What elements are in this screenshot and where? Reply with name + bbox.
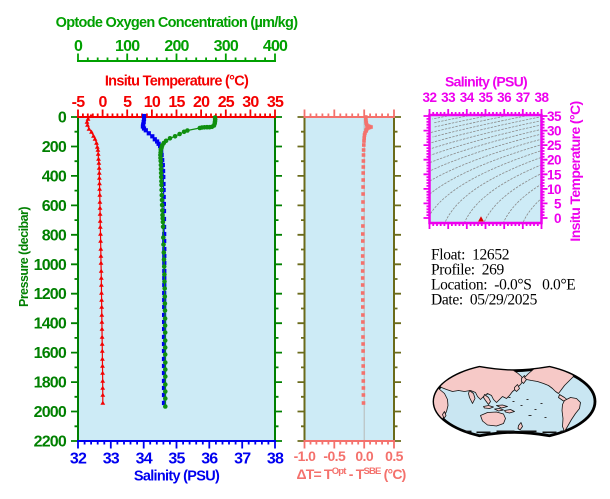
svg-text:25: 25 <box>547 138 562 153</box>
svg-text:0.0: 0.0 <box>355 448 373 464</box>
svg-text:Pressure (decibar): Pressure (decibar) <box>17 207 31 307</box>
svg-text:2200: 2200 <box>34 434 67 451</box>
svg-text:Salinity (PSU): Salinity (PSU) <box>134 469 220 485</box>
svg-text:Date: 05/29/2025: Date: 05/29/2025 <box>431 292 538 309</box>
svg-text:1400: 1400 <box>34 316 67 333</box>
svg-text:20: 20 <box>193 94 210 111</box>
svg-text:0: 0 <box>58 110 67 127</box>
svg-text:ΔT= TOpt - TSBE (°C): ΔT= TOpt - TSBE (°C) <box>296 466 405 482</box>
svg-text:300: 300 <box>214 38 239 55</box>
svg-text:38: 38 <box>267 451 284 468</box>
svg-text:37: 37 <box>234 451 251 468</box>
svg-text:Salinity (PSU): Salinity (PSU) <box>445 74 527 90</box>
svg-text:Profile: 269: Profile: 269 <box>431 262 505 279</box>
svg-text:1200: 1200 <box>34 286 67 303</box>
svg-text:33: 33 <box>103 451 120 468</box>
svg-text:-5: -5 <box>72 94 86 111</box>
svg-text:0: 0 <box>99 94 108 111</box>
svg-text:Insitu Temperature (°C): Insitu Temperature (°C) <box>567 101 583 241</box>
svg-text:800: 800 <box>42 227 67 244</box>
svg-text:Location: -0.0°S 0.0°E: Location: -0.0°S 0.0°E <box>431 277 575 294</box>
svg-text:15: 15 <box>168 94 185 111</box>
svg-text:10: 10 <box>144 94 161 111</box>
svg-text:32: 32 <box>422 90 436 105</box>
svg-text:Optode Oxygen Concentration (µ: Optode Oxygen Concentration (µm/kg) <box>56 15 299 31</box>
svg-text:38: 38 <box>534 90 549 105</box>
svg-text:20: 20 <box>547 153 561 168</box>
svg-text:Insitu Temperature (°C): Insitu Temperature (°C) <box>105 74 249 90</box>
svg-text:37: 37 <box>516 90 530 105</box>
svg-text:100: 100 <box>115 38 140 55</box>
svg-text:1000: 1000 <box>34 257 67 274</box>
svg-text:200: 200 <box>42 139 67 156</box>
svg-text:400: 400 <box>42 168 67 185</box>
svg-text:600: 600 <box>42 198 67 215</box>
svg-text:0: 0 <box>74 38 83 55</box>
svg-text:10: 10 <box>547 182 561 197</box>
svg-text:32: 32 <box>70 451 87 468</box>
svg-text:35: 35 <box>168 451 185 468</box>
svg-text:2000: 2000 <box>34 404 67 421</box>
svg-text:5: 5 <box>123 94 132 111</box>
svg-text:36: 36 <box>497 90 512 105</box>
svg-text:15: 15 <box>547 167 562 182</box>
svg-text:35: 35 <box>547 109 562 124</box>
svg-text:34: 34 <box>460 90 475 105</box>
svg-text:0: 0 <box>554 211 561 226</box>
svg-text:30: 30 <box>242 94 259 111</box>
svg-text:35: 35 <box>478 90 493 105</box>
svg-text:35: 35 <box>267 94 284 111</box>
svg-text:1600: 1600 <box>34 345 67 362</box>
svg-text:Float: 12652: Float: 12652 <box>431 247 509 264</box>
svg-text:5: 5 <box>554 196 562 211</box>
svg-text:1800: 1800 <box>34 375 67 392</box>
svg-text:-0.5: -0.5 <box>323 448 346 464</box>
svg-text:36: 36 <box>201 451 218 468</box>
svg-text:25: 25 <box>218 94 235 111</box>
svg-text:33: 33 <box>441 90 456 105</box>
svg-text:30: 30 <box>547 124 561 139</box>
svg-text:0.5: 0.5 <box>385 448 403 464</box>
svg-text:34: 34 <box>136 451 153 468</box>
svg-text:-1.0: -1.0 <box>294 448 317 464</box>
svg-text:400: 400 <box>263 38 288 55</box>
svg-text:200: 200 <box>164 38 189 55</box>
